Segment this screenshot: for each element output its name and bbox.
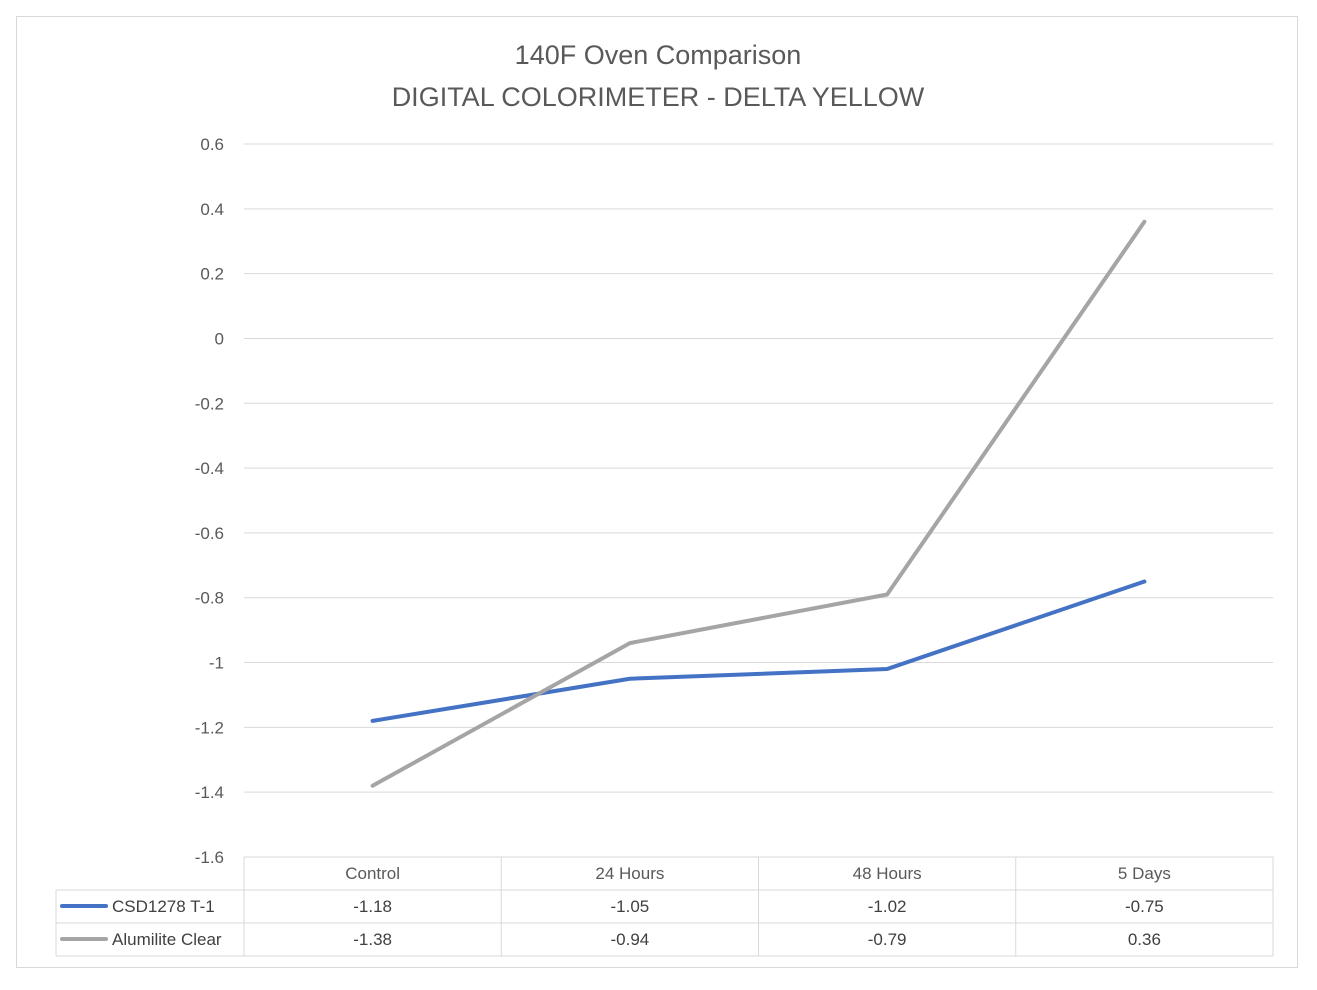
data-label: 0.36 bbox=[1128, 930, 1161, 949]
chart-frame bbox=[16, 16, 1298, 968]
x-category-label: 48 Hours bbox=[853, 864, 922, 883]
data-table: Control 24 Hours 48 Hours 5 Days CSD1278 T-1… bbox=[55, 856, 1274, 957]
x-category-label: Control bbox=[345, 864, 400, 883]
x-category-label: 5 Days bbox=[1118, 864, 1171, 883]
y-tick-label: -0.2 bbox=[195, 394, 224, 413]
data-label: -1.38 bbox=[353, 930, 392, 949]
y-tick-label: 0.2 bbox=[200, 265, 224, 284]
y-axis-ticks: 0.6 0.4 0.2 0 -0.2 -0.4 -0.6 -0.8 -1 -1.2 -1.4 -1.6 bbox=[195, 135, 224, 867]
y-tick-label: 0.6 bbox=[200, 135, 224, 154]
gridlines bbox=[244, 143, 1273, 793]
data-label: -0.75 bbox=[1125, 897, 1164, 916]
series-line bbox=[370, 579, 1147, 723]
legend-label: CSD1278 T-1 bbox=[112, 897, 215, 916]
y-tick-label: -1.2 bbox=[195, 718, 224, 737]
data-label: -0.94 bbox=[611, 930, 650, 949]
data-label: -1.02 bbox=[868, 897, 907, 916]
data-label: -1.05 bbox=[611, 897, 650, 916]
y-tick-label: -0.6 bbox=[195, 524, 224, 543]
x-category-label: 24 Hours bbox=[595, 864, 664, 883]
y-tick-label: 0 bbox=[215, 329, 224, 348]
y-tick-label: -0.4 bbox=[195, 459, 224, 478]
legend-label: Alumilite Clear bbox=[112, 930, 222, 949]
series-lines bbox=[370, 219, 1147, 788]
y-tick-label: -1 bbox=[209, 654, 224, 673]
y-tick-label: -0.8 bbox=[195, 589, 224, 608]
chart-subtitle: DIGITAL COLORIMETER - DELTA YELLOW bbox=[392, 82, 925, 112]
data-label: -1.18 bbox=[353, 897, 392, 916]
y-tick-label: 0.4 bbox=[200, 200, 224, 219]
chart-title: 140F Oven Comparison bbox=[515, 40, 802, 70]
series-line bbox=[370, 219, 1147, 788]
y-tick-label: -1.6 bbox=[195, 848, 224, 867]
y-tick-label: -1.4 bbox=[195, 783, 224, 802]
data-label: -0.79 bbox=[868, 930, 907, 949]
